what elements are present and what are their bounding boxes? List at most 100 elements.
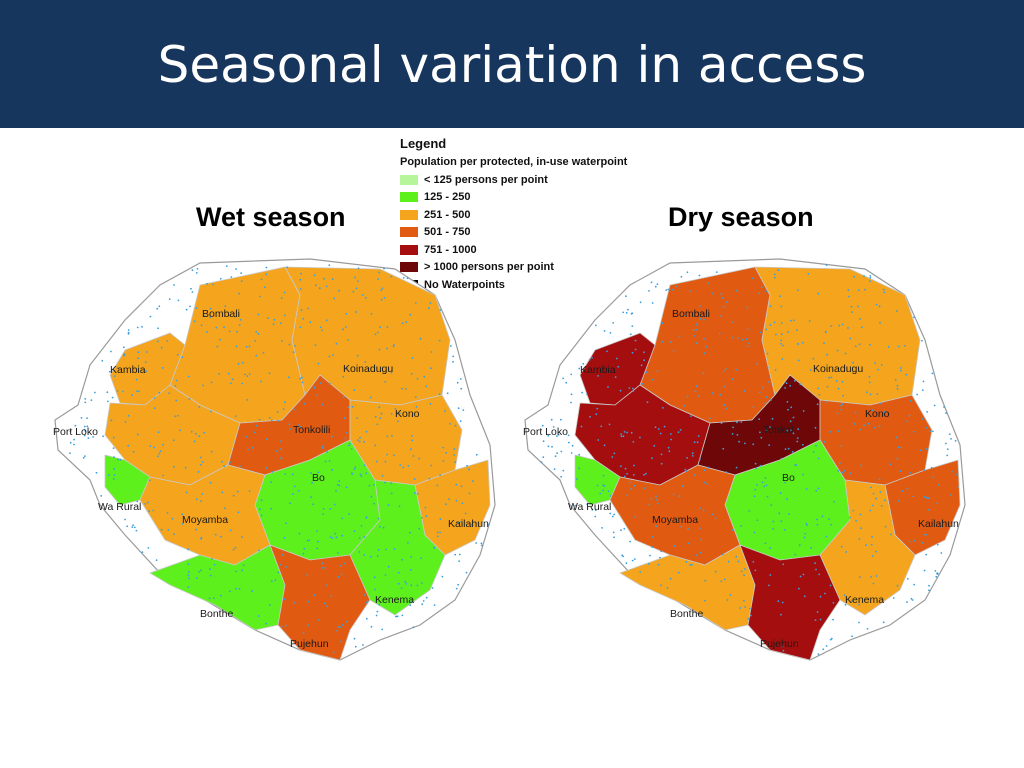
waterpoint-dot <box>257 313 260 316</box>
waterpoint-dot <box>797 359 800 362</box>
waterpoint-dot <box>235 587 238 590</box>
waterpoint-dot <box>931 430 934 433</box>
waterpoint-dot <box>596 407 599 410</box>
legend-label: 251 - 500 <box>424 208 471 221</box>
waterpoint-dot <box>488 523 490 526</box>
waterpoint-dot <box>401 614 404 617</box>
waterpoint-dot <box>634 348 637 351</box>
waterpoint-dot <box>883 499 886 502</box>
waterpoint-dot <box>737 560 740 563</box>
waterpoint-dot <box>860 527 862 530</box>
waterpoint-dot <box>409 568 412 571</box>
waterpoint-dot <box>613 452 616 455</box>
waterpoint-dot <box>411 415 413 417</box>
waterpoint-dot <box>899 367 902 369</box>
waterpoint-dot <box>378 603 381 606</box>
waterpoint-dot <box>709 417 711 420</box>
waterpoint-dot <box>187 574 190 577</box>
waterpoint-dot <box>162 474 165 477</box>
waterpoint-dot <box>660 453 663 456</box>
waterpoint-dot <box>152 509 155 512</box>
waterpoint-dot <box>666 587 669 589</box>
waterpoint-dot <box>332 354 334 356</box>
waterpoint-dot <box>612 322 615 324</box>
waterpoint-dot <box>871 535 873 538</box>
waterpoint-dot <box>782 649 785 652</box>
waterpoint-dot <box>127 414 130 417</box>
waterpoint-dot <box>824 401 827 403</box>
waterpoint-dot <box>141 551 144 553</box>
waterpoint-dot <box>817 653 820 655</box>
waterpoint-dot <box>283 291 286 294</box>
waterpoint-dot <box>411 435 413 437</box>
waterpoint-dot <box>663 517 665 520</box>
waterpoint-dot <box>670 438 672 441</box>
waterpoint-dot <box>756 362 759 365</box>
waterpoint-dot <box>253 431 256 434</box>
waterpoint-dot <box>174 415 177 418</box>
waterpoint-dot <box>284 314 286 317</box>
waterpoint-dot <box>240 280 243 282</box>
waterpoint-dot <box>628 387 631 389</box>
waterpoint-dot <box>377 517 380 520</box>
waterpoint-dot <box>865 544 867 547</box>
waterpoint-dot <box>393 548 396 550</box>
district-label-bo: Bo <box>312 472 325 484</box>
waterpoint-dot <box>906 487 909 490</box>
waterpoint-dot <box>235 268 238 270</box>
waterpoint-dot <box>731 433 734 435</box>
waterpoint-dot <box>313 594 316 596</box>
district-label-bombali: Bombali <box>672 308 710 320</box>
waterpoint-dot <box>374 444 377 447</box>
waterpoint-dot <box>210 450 213 453</box>
waterpoint-dot <box>144 503 146 505</box>
waterpoint-dot <box>356 417 359 420</box>
waterpoint-dot <box>195 307 198 309</box>
waterpoint-dot <box>468 468 470 471</box>
waterpoint-dot <box>69 452 71 454</box>
waterpoint-dot <box>641 383 644 385</box>
waterpoint-dot <box>789 385 792 387</box>
waterpoint-dot <box>237 511 240 514</box>
waterpoint-dot <box>680 525 683 528</box>
waterpoint-dot <box>643 473 645 476</box>
waterpoint-dot <box>298 424 300 426</box>
waterpoint-dot <box>106 391 109 394</box>
waterpoint-dot <box>397 420 399 423</box>
waterpoint-dot <box>950 494 952 496</box>
waterpoint-dot <box>735 555 738 558</box>
waterpoint-dot <box>655 525 658 528</box>
waterpoint-dot <box>338 626 340 628</box>
waterpoint-dot <box>257 615 260 617</box>
waterpoint-dot <box>332 651 335 654</box>
waterpoint-dot <box>790 319 792 322</box>
waterpoint-dot <box>722 305 725 308</box>
waterpoint-dot <box>209 307 212 310</box>
waterpoint-dot <box>870 543 873 546</box>
waterpoint-dot <box>928 584 930 587</box>
waterpoint-dot <box>444 410 446 413</box>
waterpoint-dot <box>342 396 345 398</box>
waterpoint-dot <box>397 571 400 574</box>
waterpoint-dot <box>453 454 455 456</box>
waterpoint-dot <box>390 413 393 415</box>
waterpoint-dot <box>668 450 671 453</box>
waterpoint-dot <box>900 446 903 449</box>
waterpoint-dot <box>759 431 761 434</box>
waterpoint-dot <box>378 406 381 409</box>
waterpoint-dot <box>799 383 802 386</box>
waterpoint-dot <box>620 529 622 532</box>
waterpoint-dot <box>172 439 175 442</box>
waterpoint-dot <box>158 305 161 308</box>
waterpoint-dot <box>438 339 441 342</box>
waterpoint-dot <box>725 407 727 410</box>
waterpoint-dot <box>326 605 329 608</box>
waterpoint-dot <box>557 433 560 436</box>
waterpoint-dot <box>786 401 789 403</box>
waterpoint-dot <box>707 282 709 285</box>
waterpoint-dot <box>551 445 553 448</box>
waterpoint-dot <box>365 516 368 519</box>
waterpoint-dot <box>208 597 211 600</box>
waterpoint-dot <box>921 542 924 544</box>
waterpoint-dot <box>390 492 393 495</box>
